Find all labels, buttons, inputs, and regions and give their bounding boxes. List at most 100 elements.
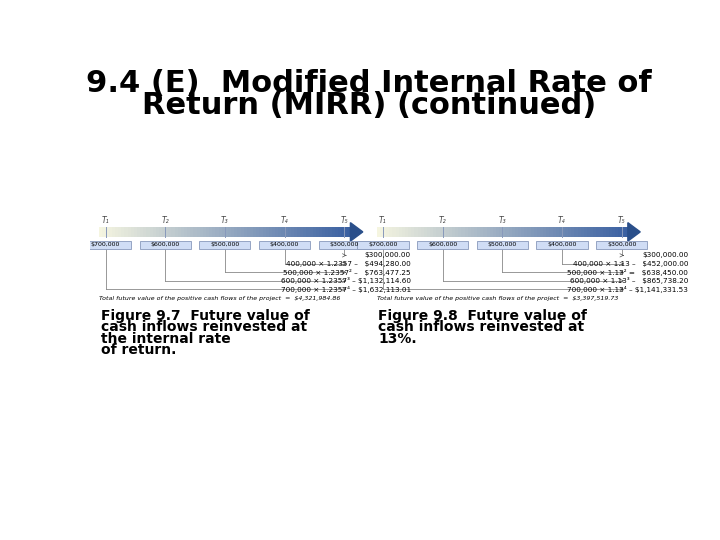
- Bar: [590, 226, 593, 237]
- Bar: [266, 226, 269, 237]
- Bar: [199, 226, 203, 237]
- Bar: [150, 226, 153, 237]
- Bar: [178, 226, 181, 237]
- Text: 500,000 × 1.13² =   $638,450.00: 500,000 × 1.13² = $638,450.00: [567, 269, 688, 276]
- Bar: [344, 226, 348, 237]
- Bar: [338, 226, 341, 237]
- Bar: [420, 226, 424, 237]
- Bar: [565, 226, 569, 237]
- Bar: [209, 226, 212, 237]
- Text: T₄: T₄: [558, 216, 566, 225]
- Bar: [452, 226, 456, 237]
- Bar: [424, 226, 427, 237]
- Bar: [600, 226, 603, 237]
- Bar: [559, 226, 562, 237]
- Text: T₅: T₅: [341, 216, 348, 225]
- Bar: [524, 226, 528, 237]
- Bar: [275, 226, 279, 237]
- Bar: [505, 226, 509, 237]
- Bar: [399, 226, 402, 237]
- FancyBboxPatch shape: [417, 241, 468, 249]
- Text: T₁: T₁: [379, 216, 387, 225]
- Bar: [556, 226, 559, 237]
- Bar: [496, 226, 500, 237]
- Text: Total future value of the positive cash flows of the project  =  $4,321,984.86: Total future value of the positive cash …: [99, 296, 341, 301]
- Bar: [499, 226, 503, 237]
- Bar: [238, 226, 240, 237]
- FancyBboxPatch shape: [596, 241, 647, 249]
- Bar: [436, 226, 440, 237]
- Bar: [303, 226, 307, 237]
- Text: T₂: T₂: [161, 216, 169, 225]
- Bar: [228, 226, 231, 237]
- Bar: [625, 226, 628, 237]
- Bar: [581, 226, 584, 237]
- Bar: [112, 226, 115, 237]
- Bar: [540, 226, 544, 237]
- Bar: [621, 226, 625, 237]
- Bar: [121, 226, 125, 237]
- Bar: [153, 226, 156, 237]
- Bar: [596, 226, 600, 237]
- Bar: [175, 226, 178, 237]
- Bar: [294, 226, 297, 237]
- Bar: [584, 226, 588, 237]
- Bar: [118, 226, 122, 237]
- Bar: [455, 226, 459, 237]
- Bar: [468, 226, 471, 237]
- Bar: [300, 226, 304, 237]
- Bar: [508, 226, 512, 237]
- Bar: [328, 226, 332, 237]
- Text: $600,000: $600,000: [428, 242, 457, 247]
- Bar: [287, 226, 291, 237]
- Text: $300,000: $300,000: [330, 242, 359, 247]
- Bar: [325, 226, 328, 237]
- Bar: [618, 226, 622, 237]
- Bar: [269, 226, 272, 237]
- Bar: [134, 226, 138, 237]
- Bar: [464, 226, 468, 237]
- Text: 600,000 × 1.13³ –   $865,738.20: 600,000 × 1.13³ – $865,738.20: [570, 277, 688, 284]
- Bar: [156, 226, 159, 237]
- Bar: [278, 226, 282, 237]
- Bar: [439, 226, 443, 237]
- Bar: [312, 226, 316, 237]
- Bar: [537, 226, 540, 237]
- Bar: [143, 226, 147, 237]
- Text: T₃: T₃: [498, 216, 506, 225]
- Bar: [528, 226, 531, 237]
- Bar: [386, 226, 390, 237]
- Bar: [319, 226, 323, 237]
- Text: $300,000: $300,000: [607, 242, 636, 247]
- Text: $700,000: $700,000: [91, 242, 120, 247]
- Bar: [307, 226, 310, 237]
- Bar: [146, 226, 150, 237]
- Polygon shape: [351, 222, 363, 241]
- Bar: [140, 226, 143, 237]
- Text: cash inflows reinvested at: cash inflows reinvested at: [101, 320, 307, 334]
- Bar: [263, 226, 266, 237]
- Bar: [562, 226, 565, 237]
- Text: $300,000.00: $300,000.00: [365, 252, 411, 258]
- Bar: [543, 226, 546, 237]
- Text: 600,000 × 1.2357³ – $1,132,114.60: 600,000 × 1.2357³ – $1,132,114.60: [281, 277, 411, 284]
- Bar: [219, 226, 222, 237]
- Bar: [102, 226, 106, 237]
- Text: T₄: T₄: [281, 216, 288, 225]
- Bar: [392, 226, 396, 237]
- Bar: [291, 226, 294, 237]
- Bar: [411, 226, 415, 237]
- Bar: [109, 226, 112, 237]
- Bar: [206, 226, 210, 237]
- Text: $700,000: $700,000: [368, 242, 397, 247]
- Bar: [430, 226, 433, 237]
- Bar: [106, 226, 109, 237]
- Text: T₁: T₁: [102, 216, 109, 225]
- FancyBboxPatch shape: [477, 241, 528, 249]
- Bar: [609, 226, 613, 237]
- Bar: [347, 226, 351, 237]
- Bar: [253, 226, 256, 237]
- Text: T₃: T₃: [221, 216, 229, 225]
- Text: 700,000 × 1.13⁴ – $1,141,331.53: 700,000 × 1.13⁴ – $1,141,331.53: [567, 286, 688, 293]
- Bar: [395, 226, 399, 237]
